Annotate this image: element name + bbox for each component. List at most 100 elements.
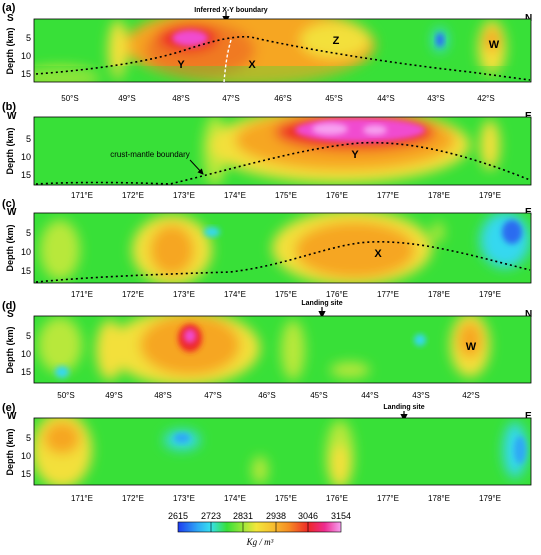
panel-c-x-tick: 175°E [275, 290, 297, 299]
panel-c-density-map [34, 213, 531, 283]
panel-d-x-tick: 46°S [258, 391, 275, 400]
panel-a-x-tick: 46°S [274, 94, 291, 103]
panel-a: (a) S N Inferred X-Y boundary [2, 2, 532, 103]
panel-e-landing-site-note: Landing site [383, 404, 424, 411]
panel-b-x-tick: 174°E [224, 191, 246, 200]
panel-c-x-tick: 172°E [122, 290, 144, 299]
panel-e-x-tick: 175°E [275, 494, 297, 503]
panel-c: (c) W E X Depth (km) 5 10 15 171°E [2, 198, 532, 299]
panel-b-x-tick: 171°E [71, 191, 93, 200]
panel-b-x-tick: 172°E [122, 191, 144, 200]
panel-c-depth-tick: 10 [21, 247, 31, 257]
panel-a-boundary-note: Inferred X-Y boundary [194, 7, 267, 14]
colorbar-tick-labels: 2615 2723 2831 2938 3046 3154 [168, 511, 351, 521]
panel-c-x-tick: 176°E [326, 290, 348, 299]
colorbar-tick-label: 2938 [266, 511, 286, 521]
panel-a-x-tick: 49°S [118, 94, 135, 103]
panel-c-x-axis: 171°E 172°E 173°E 174°E 175°E 176°E 177°… [71, 290, 501, 299]
panel-b-density-map [34, 117, 531, 185]
panel-e-depth-tick: 15 [21, 469, 31, 479]
panel-d-right-direction: N [525, 309, 532, 320]
panel-d-x-axis: 50°S 49°S 48°S 47°S 46°S 45°S 44°S 43°S … [57, 391, 479, 400]
panel-d-depth-tick: 10 [21, 349, 31, 359]
panel-a-crust-mantle-line [35, 35, 531, 81]
colorbar-tick-label: 2615 [168, 511, 188, 521]
colorbar-tick-label: 2723 [201, 511, 221, 521]
panel-c-depth-tick: 5 [26, 228, 31, 238]
colorbar-tick-label: 3046 [298, 511, 318, 521]
panel-e-x-tick: 171°E [71, 494, 93, 503]
panel-a-body-label: Z [333, 35, 340, 47]
colorbar: 2615 2723 2831 2938 3046 3154 Kg / m³ [168, 511, 351, 547]
panel-e-x-tick: 179°E [479, 494, 501, 503]
panel-a-left-direction: S [7, 13, 14, 24]
colorbar-gradient [177, 521, 342, 533]
panel-b-x-tick: 177°E [377, 191, 399, 200]
panel-b-x-tick: 175°E [275, 191, 297, 200]
panel-b-left-direction: W [7, 111, 17, 122]
panel-d-x-tick: 48°S [154, 391, 171, 400]
panel-b-x-tick: 178°E [428, 191, 450, 200]
panel-a-depth-tick: 15 [21, 69, 31, 79]
panel-e-x-tick: 172°E [122, 494, 144, 503]
panel-a-body-label: Y [177, 59, 185, 71]
panel-d-label: (d) [2, 300, 16, 312]
panel-a-depth-tick: 10 [21, 51, 31, 61]
panel-a-density-map [34, 19, 531, 82]
panel-b-annotation: crust-mantle boundary [110, 150, 190, 159]
panel-d-x-tick: 49°S [105, 391, 122, 400]
panel-e-depth-tick: 5 [26, 433, 31, 443]
panel-d-landing-site-note: Landing site [301, 300, 342, 307]
panel-e-left-direction: W [7, 411, 17, 422]
panel-e-density-map [34, 418, 531, 485]
panel-c-x-tick: 179°E [479, 290, 501, 299]
panel-d-depth-tick: 5 [26, 331, 31, 341]
panel-a-depth-tick: 5 [26, 33, 31, 43]
panel-c-x-tick: 178°E [428, 290, 450, 299]
panel-c-body-label: X [374, 248, 382, 260]
panel-c-label: (c) [2, 198, 16, 210]
panel-a-x-tick: 50°S [61, 94, 78, 103]
panel-c-left-direction: W [7, 207, 17, 218]
panel-b: (b) W E crust-mantle boundary Y Depth (k… [2, 101, 532, 200]
panel-a-right-direction: N [525, 13, 532, 24]
panel-a-x-axis: 50°S 49°S 48°S 47°S 46°S 45°S 44°S 43°S … [61, 94, 494, 103]
panel-c-x-tick: 174°E [224, 290, 246, 299]
panel-d-y-axis-label: Depth (km) [5, 326, 15, 373]
panel-d-depth-tick: 15 [21, 367, 31, 377]
panel-a-x-tick: 43°S [427, 94, 444, 103]
panel-d-x-tick: 45°S [310, 391, 327, 400]
panel-d-x-tick: 50°S [57, 391, 74, 400]
panel-d-density-map [34, 316, 531, 383]
panel-e-x-tick: 173°E [173, 494, 195, 503]
colorbar-tick-label: 3154 [331, 511, 351, 521]
panel-c-x-tick: 173°E [173, 290, 195, 299]
colorbar-unit-label: Kg / m³ [246, 537, 274, 547]
panel-b-crust-mantle-line [35, 141, 531, 185]
panel-e-right-direction: E [525, 411, 532, 422]
panel-d-left-direction: S [7, 309, 14, 320]
panel-b-annotation-arrow [189, 159, 204, 175]
panel-a-x-tick: 42°S [477, 94, 494, 103]
panel-d-body-label: W [466, 341, 477, 353]
panel-b-x-tick: 176°E [326, 191, 348, 200]
panel-c-x-tick: 171°E [71, 290, 93, 299]
panel-b-label: (b) [2, 101, 16, 113]
panel-b-x-tick: 179°E [479, 191, 501, 200]
panel-d: (d) S N Landing site W Depth (km) [2, 300, 532, 400]
panel-d-x-tick: 42°S [462, 391, 479, 400]
panel-b-y-axis-label: Depth (km) [5, 127, 15, 174]
panel-a-x-tick: 48°S [172, 94, 189, 103]
panel-b-right-direction: E [525, 111, 532, 122]
panel-d-x-tick: 44°S [361, 391, 378, 400]
panel-b-depth-tick: 10 [21, 152, 31, 162]
panel-e-x-tick: 178°E [428, 494, 450, 503]
panel-b-x-axis: 171°E 172°E 173°E 174°E 175°E 176°E 177°… [71, 191, 501, 200]
panel-a-x-tick: 44°S [377, 94, 394, 103]
panel-e-y-axis-label: Depth (km) [5, 428, 15, 475]
panel-a-body-label: W [489, 39, 500, 51]
panel-a-y-axis-label: Depth (km) [5, 27, 15, 74]
panel-c-x-tick: 177°E [377, 290, 399, 299]
panel-a-label: (a) [2, 2, 16, 14]
